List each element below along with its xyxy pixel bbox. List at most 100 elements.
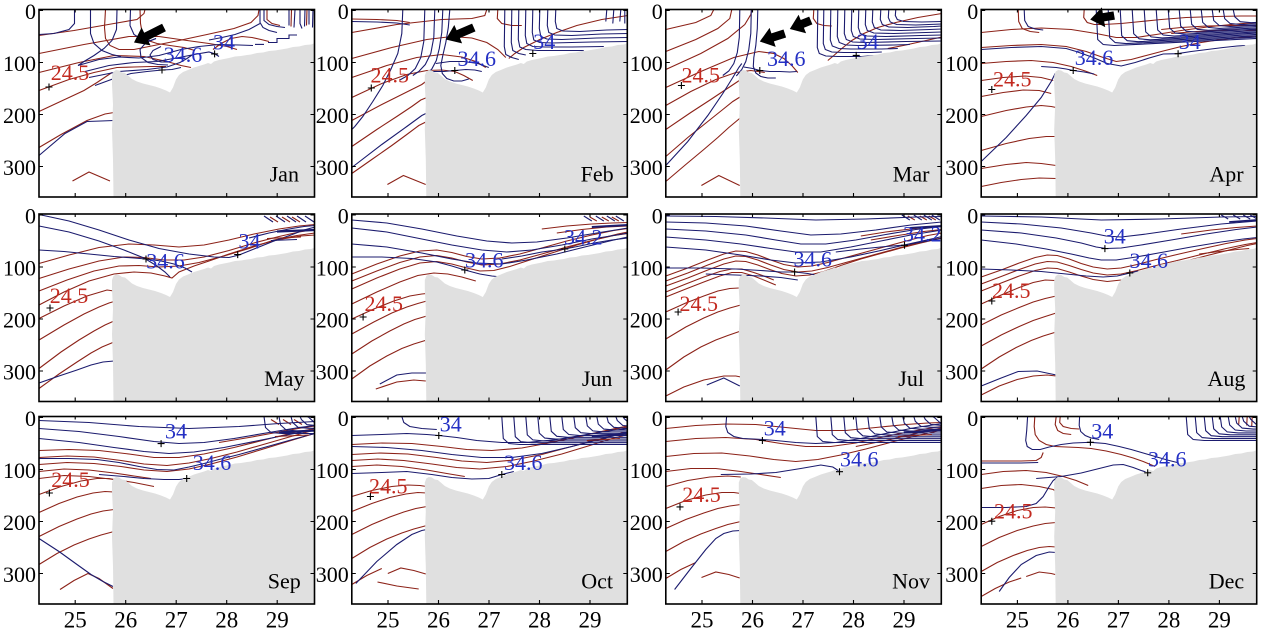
svg-text:34: 34 xyxy=(1091,419,1113,444)
svg-text:25: 25 xyxy=(64,608,87,632)
svg-text:34: 34 xyxy=(1179,29,1201,54)
svg-text:Dec: Dec xyxy=(1209,569,1245,594)
svg-text:0: 0 xyxy=(652,204,663,229)
svg-text:34.6: 34.6 xyxy=(840,447,879,472)
svg-text:300: 300 xyxy=(316,360,349,385)
svg-text:34: 34 xyxy=(165,419,187,444)
svg-text:200: 200 xyxy=(945,510,978,535)
svg-text:28: 28 xyxy=(842,608,865,632)
svg-text:0: 0 xyxy=(338,0,349,24)
svg-text:0: 0 xyxy=(652,406,663,431)
svg-text:29: 29 xyxy=(266,608,289,632)
svg-text:200: 200 xyxy=(945,308,978,333)
svg-text:34.2: 34.2 xyxy=(564,225,603,250)
svg-text:34: 34 xyxy=(239,229,261,254)
svg-text:34: 34 xyxy=(440,412,462,437)
svg-text:0: 0 xyxy=(967,0,978,24)
svg-text:Oct: Oct xyxy=(581,569,613,594)
svg-text:0: 0 xyxy=(338,406,349,431)
svg-text:34.6: 34.6 xyxy=(1075,45,1114,70)
svg-text:24.5: 24.5 xyxy=(50,283,89,308)
svg-text:200: 200 xyxy=(316,510,349,535)
svg-text:300: 300 xyxy=(945,562,978,587)
svg-text:34.6: 34.6 xyxy=(1129,248,1168,273)
svg-text:24.5: 24.5 xyxy=(51,467,90,492)
svg-text:100: 100 xyxy=(630,51,663,76)
svg-text:24.5: 24.5 xyxy=(680,291,719,316)
svg-text:0: 0 xyxy=(967,406,978,431)
svg-text:100: 100 xyxy=(316,458,349,483)
svg-text:0: 0 xyxy=(338,204,349,229)
svg-text:0: 0 xyxy=(967,204,978,229)
svg-text:300: 300 xyxy=(3,155,36,180)
svg-text:100: 100 xyxy=(945,458,978,483)
svg-text:26: 26 xyxy=(427,608,450,632)
svg-text:Feb: Feb xyxy=(581,162,614,187)
svg-text:Apr: Apr xyxy=(1209,162,1244,187)
svg-text:24.5: 24.5 xyxy=(992,278,1030,303)
svg-text:25: 25 xyxy=(691,608,714,632)
svg-text:34: 34 xyxy=(857,29,879,54)
svg-text:27: 27 xyxy=(478,608,501,632)
svg-text:300: 300 xyxy=(3,360,36,385)
svg-text:100: 100 xyxy=(945,256,978,281)
svg-text:34.6: 34.6 xyxy=(1148,447,1187,472)
svg-text:200: 200 xyxy=(3,308,36,333)
svg-text:200: 200 xyxy=(630,510,663,535)
svg-text:0: 0 xyxy=(652,0,663,24)
svg-text:34.6: 34.6 xyxy=(458,46,497,71)
svg-text:300: 300 xyxy=(630,562,663,587)
svg-text:24.5: 24.5 xyxy=(365,291,404,316)
svg-text:26: 26 xyxy=(741,608,764,632)
svg-text:24.5: 24.5 xyxy=(371,63,410,88)
svg-text:24.5: 24.5 xyxy=(994,499,1032,524)
svg-text:34.6: 34.6 xyxy=(164,42,203,67)
svg-text:100: 100 xyxy=(630,256,663,281)
svg-text:24.5: 24.5 xyxy=(682,482,721,507)
svg-text:27: 27 xyxy=(1107,608,1130,632)
svg-text:28: 28 xyxy=(215,608,238,632)
svg-text:0: 0 xyxy=(25,0,36,24)
svg-text:24.5: 24.5 xyxy=(51,60,90,85)
svg-text:34: 34 xyxy=(533,29,555,54)
svg-text:28: 28 xyxy=(1157,608,1180,632)
svg-text:34.6: 34.6 xyxy=(794,247,833,272)
svg-text:Aug: Aug xyxy=(1208,366,1246,391)
svg-text:29: 29 xyxy=(579,608,602,632)
svg-text:200: 200 xyxy=(630,308,663,333)
svg-text:100: 100 xyxy=(3,458,36,483)
svg-text:200: 200 xyxy=(316,308,349,333)
svg-text:25: 25 xyxy=(1006,608,1029,632)
svg-text:100: 100 xyxy=(945,51,978,76)
svg-text:27: 27 xyxy=(165,608,188,632)
svg-text:26: 26 xyxy=(1056,608,1079,632)
svg-text:100: 100 xyxy=(630,458,663,483)
svg-text:May: May xyxy=(264,366,304,391)
svg-text:300: 300 xyxy=(630,155,663,180)
svg-text:34.6: 34.6 xyxy=(504,450,543,475)
svg-text:24.5: 24.5 xyxy=(369,474,408,499)
svg-text:300: 300 xyxy=(316,562,349,587)
svg-text:100: 100 xyxy=(316,256,349,281)
svg-text:Jan: Jan xyxy=(270,162,299,187)
svg-text:34.6: 34.6 xyxy=(767,46,806,71)
svg-text:200: 200 xyxy=(316,103,349,128)
svg-text:34: 34 xyxy=(764,416,786,441)
svg-text:29: 29 xyxy=(893,608,916,632)
svg-text:Mar: Mar xyxy=(893,162,930,187)
svg-text:26: 26 xyxy=(114,608,137,632)
svg-text:28: 28 xyxy=(528,608,551,632)
svg-text:200: 200 xyxy=(630,103,663,128)
svg-text:34.6: 34.6 xyxy=(193,450,232,475)
svg-text:Jun: Jun xyxy=(582,366,613,391)
svg-text:200: 200 xyxy=(945,103,978,128)
svg-text:34.6: 34.6 xyxy=(146,249,185,274)
svg-text:27: 27 xyxy=(792,608,815,632)
svg-text:24.5: 24.5 xyxy=(682,63,721,88)
svg-text:100: 100 xyxy=(3,256,36,281)
svg-text:100: 100 xyxy=(316,51,349,76)
svg-text:100: 100 xyxy=(3,51,36,76)
svg-text:34.6: 34.6 xyxy=(465,248,504,273)
svg-text:29: 29 xyxy=(1208,608,1231,632)
svg-text:0: 0 xyxy=(25,406,36,431)
